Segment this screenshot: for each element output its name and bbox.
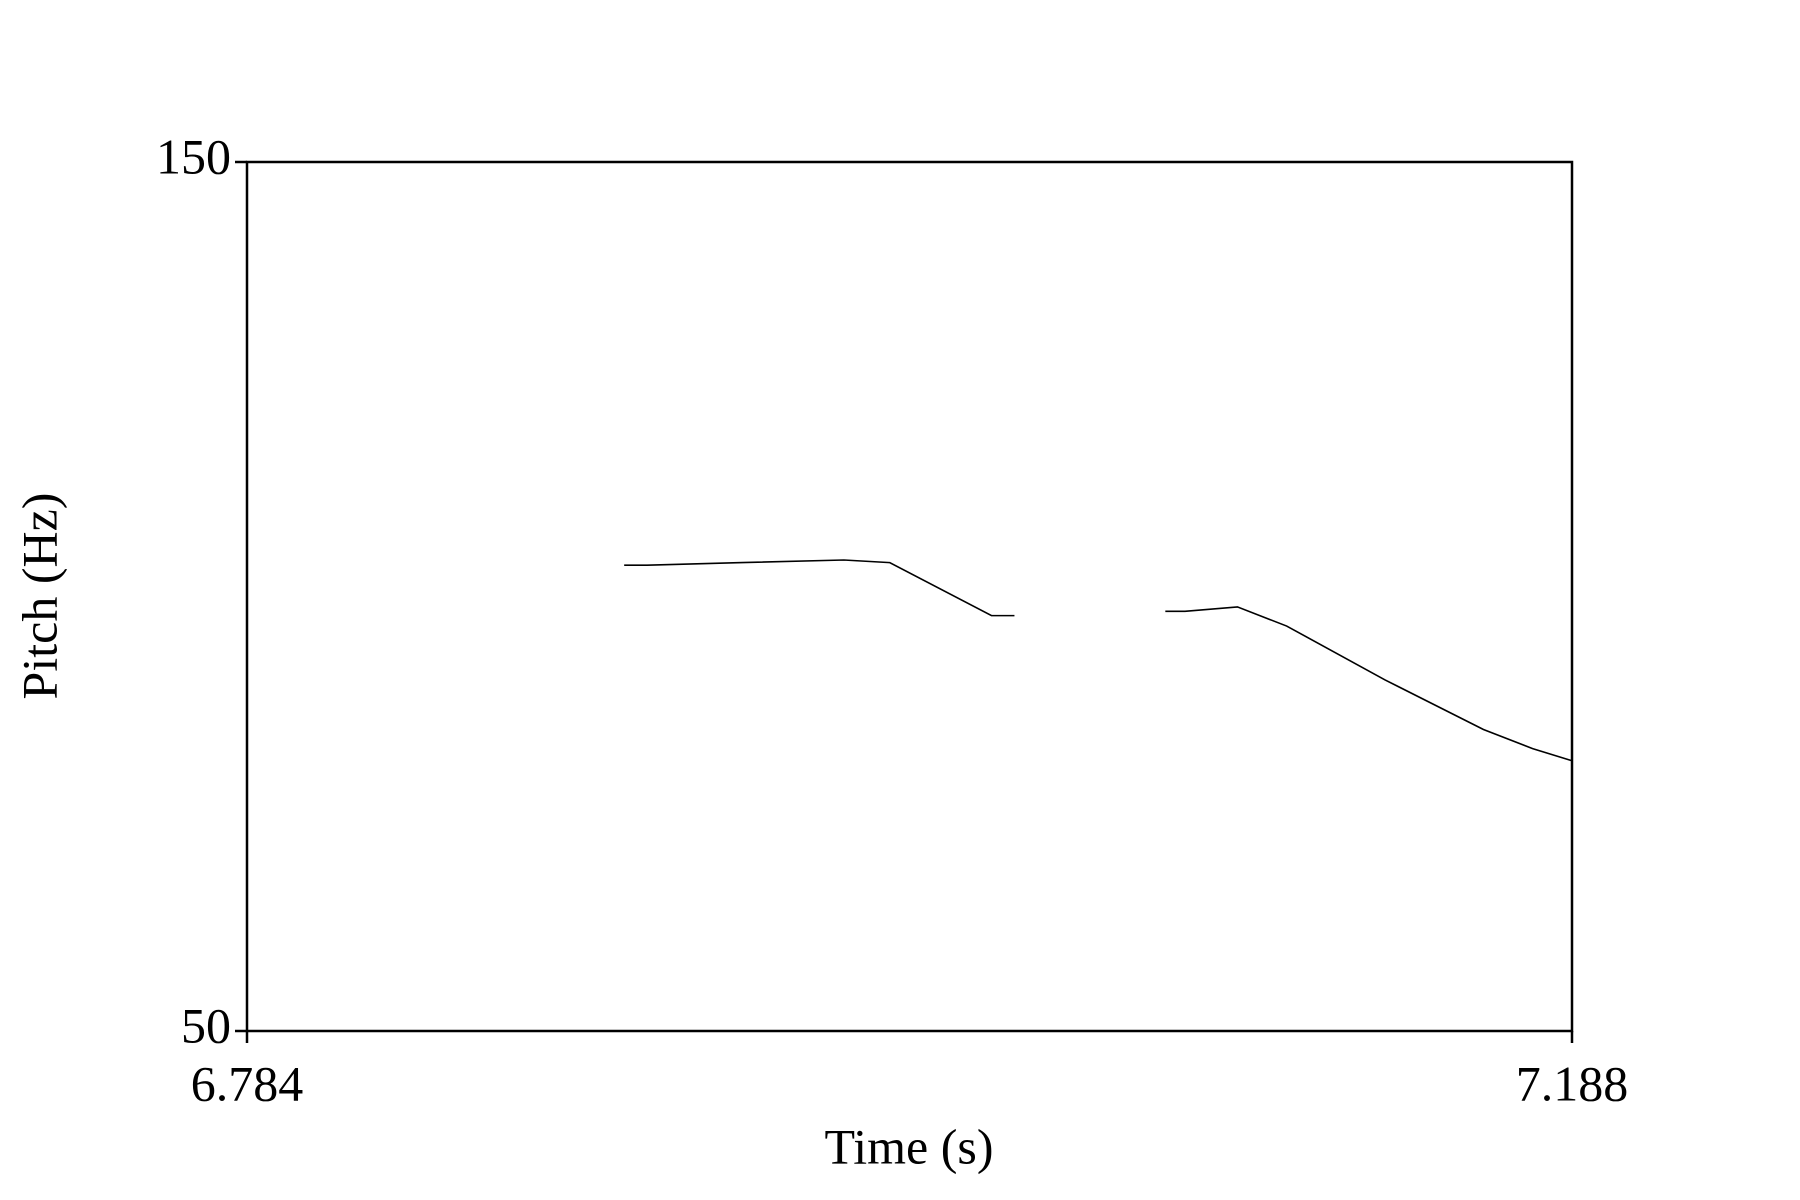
x-axis-label: Time (s) — [824, 1118, 993, 1174]
pitch-line — [624, 559, 1573, 762]
y-tick-label: 150 — [156, 128, 231, 184]
x-tick-label: 7.188 — [1516, 1055, 1629, 1111]
x-tick-label: 6.784 — [191, 1055, 304, 1111]
y-tick-label: 50 — [181, 997, 231, 1053]
y-axis-label: Pitch (Hz) — [11, 493, 67, 700]
plot-frame — [245, 160, 1574, 1033]
